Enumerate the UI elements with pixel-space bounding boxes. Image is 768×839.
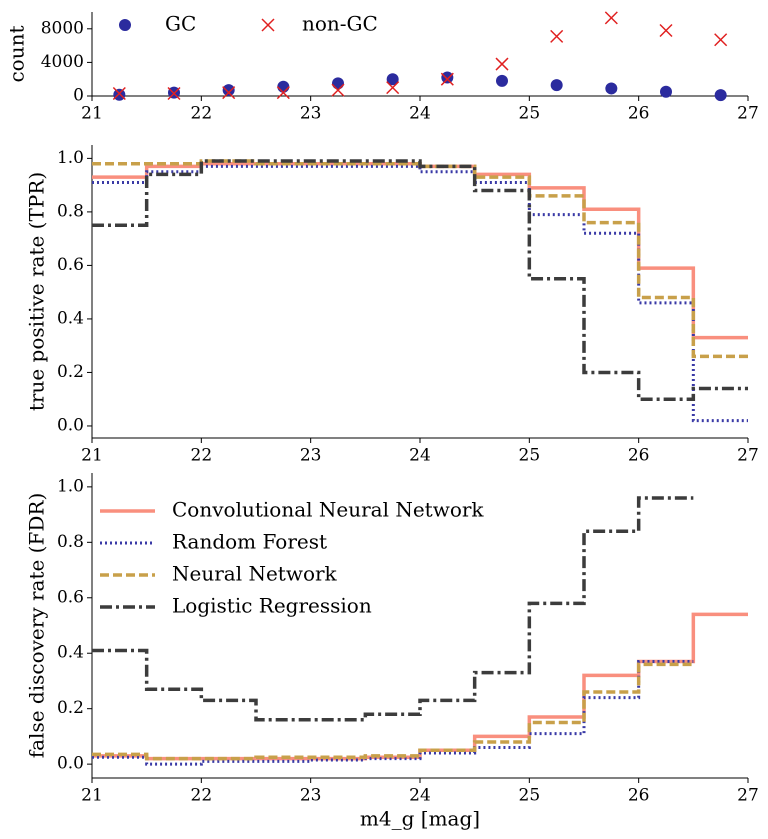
legend-label: Neural Network xyxy=(172,562,338,586)
x-tick-label: 25 xyxy=(519,104,541,124)
x-tick-label: 26 xyxy=(628,786,650,806)
x-tick-label: 23 xyxy=(300,786,322,806)
gc-point xyxy=(441,71,454,84)
x-tick-label: 21 xyxy=(81,446,103,466)
x-tick-label: 27 xyxy=(737,786,759,806)
nongc-point xyxy=(222,86,236,100)
x-tick-label: 24 xyxy=(409,104,431,124)
legend-label: non-GC xyxy=(302,12,378,36)
y-axis-label: true positive rate (TPR) xyxy=(25,172,49,411)
x-tick-label: 22 xyxy=(191,446,213,466)
y-tick-label: 4000 xyxy=(41,52,84,72)
y-tick-label: 0.2 xyxy=(57,362,84,382)
nongc-point xyxy=(440,72,454,86)
legend-label: Random Forest xyxy=(172,530,327,554)
nongc-point xyxy=(550,29,564,43)
y-tick-label: 1.0 xyxy=(57,476,84,496)
nongc-point xyxy=(167,86,181,101)
y-tick-label: 0.8 xyxy=(57,532,84,552)
x-tick-label: 27 xyxy=(737,104,759,124)
y-tick-label: 0.6 xyxy=(57,255,84,275)
step-line xyxy=(92,164,748,423)
gc-point xyxy=(660,85,672,98)
y-tick-label: 0.6 xyxy=(57,587,84,607)
x-tick-label: 25 xyxy=(519,786,541,806)
x-tick-label: 23 xyxy=(300,104,322,124)
gc-point xyxy=(277,80,290,93)
nongc-point xyxy=(276,86,290,100)
x-tick-label: 22 xyxy=(191,104,213,124)
x-tick-label: 26 xyxy=(628,104,650,124)
step-line xyxy=(92,159,748,359)
x-axis-label: m4_g [mag] xyxy=(360,807,480,831)
nongc-point xyxy=(495,57,509,71)
x-tick-label: 25 xyxy=(519,446,541,466)
x-tick-label: 27 xyxy=(737,446,759,466)
gc-point xyxy=(113,88,126,101)
y-tick-label: 0.2 xyxy=(57,698,84,718)
x-tick-label: 24 xyxy=(409,446,431,466)
gc-point xyxy=(496,74,508,87)
x-tick-label: 24 xyxy=(409,786,431,806)
gc-point xyxy=(386,73,399,86)
step-line xyxy=(92,161,748,340)
legend-label: Logistic Regression xyxy=(172,594,372,618)
x-tick-label: 26 xyxy=(628,446,650,466)
x-tick-label: 22 xyxy=(191,786,213,806)
gc-point xyxy=(550,79,563,92)
step-line xyxy=(92,660,694,766)
y-tick-label: 8000 xyxy=(41,18,84,38)
y-tick-label: 0.4 xyxy=(57,308,84,328)
nongc-point xyxy=(659,23,673,38)
legend-label: Convolutional Neural Network xyxy=(172,498,484,522)
gc-point xyxy=(714,89,727,102)
y-axis-label: count xyxy=(5,25,29,82)
step-line xyxy=(92,662,694,761)
legend-label: GC xyxy=(165,12,196,36)
nongc-point xyxy=(714,33,728,47)
nongc-point xyxy=(386,81,400,95)
step-line xyxy=(92,612,748,761)
gc-point xyxy=(605,82,618,95)
y-tick-label: 0.0 xyxy=(57,415,84,435)
y-tick-label: 1.0 xyxy=(57,148,84,168)
gc-point xyxy=(222,84,235,97)
legend-marker xyxy=(119,19,131,31)
step-line xyxy=(92,159,748,401)
y-tick-label: 0.8 xyxy=(57,201,84,221)
legend-marker xyxy=(261,18,275,32)
y-tick-label: 0.0 xyxy=(57,754,84,774)
x-tick-label: 21 xyxy=(81,786,103,806)
y-tick-label: 0 xyxy=(73,86,84,106)
y-tick-label: 0.4 xyxy=(57,643,84,663)
x-tick-label: 21 xyxy=(81,104,103,124)
step-line xyxy=(92,496,694,722)
nongc-point xyxy=(112,86,126,101)
y-axis-label: false discovery rate (FDR) xyxy=(25,493,49,759)
gc-point xyxy=(332,77,344,90)
nongc-point xyxy=(331,83,345,97)
x-tick-label: 23 xyxy=(300,446,322,466)
nongc-point xyxy=(604,11,618,25)
